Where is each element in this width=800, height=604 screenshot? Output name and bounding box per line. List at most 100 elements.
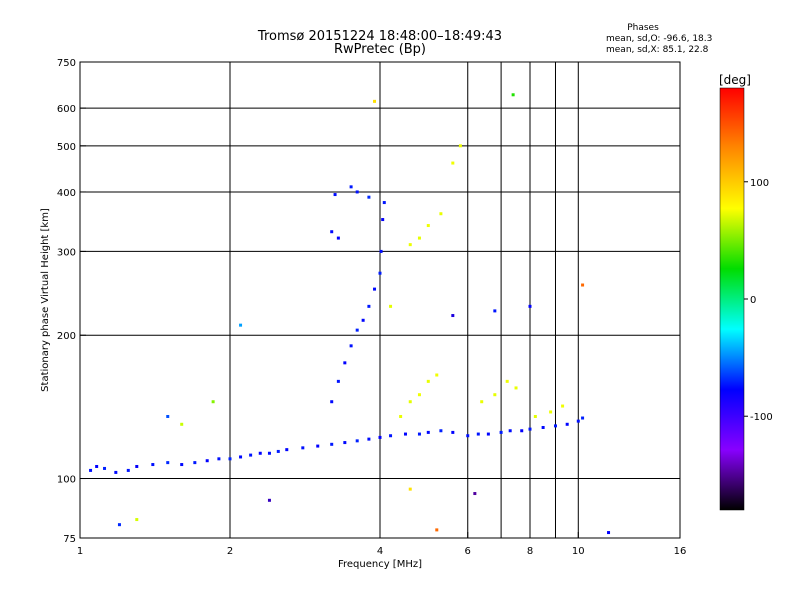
chart-title: Tromsø 20151224 18:48:00–18:49:43 [257,29,502,44]
data-point [301,446,305,450]
data-point [607,531,611,535]
data-point [382,201,386,205]
data-point [285,448,289,452]
data-point [499,430,503,434]
data-point [355,328,359,332]
data-point [505,379,509,383]
data-point [333,193,337,197]
data-point [493,393,497,397]
data-point [408,487,412,491]
data-point [426,224,430,228]
data-point [117,523,121,527]
data-point [367,437,371,441]
data-point [417,432,421,436]
data-point [135,518,139,522]
y-tick-label: 200 [57,331,76,342]
data-point [135,464,139,468]
data-point [581,283,585,287]
data-point [258,451,262,455]
data-point [343,361,347,365]
data-point [355,190,359,194]
data-point [417,393,421,397]
data-point [473,492,477,496]
data-point [367,304,371,308]
phase-legend-header: Phases [627,23,659,33]
data-point [276,449,280,453]
data-point [435,373,439,377]
data-point [349,185,353,189]
data-point [553,424,557,428]
x-tick-label: 4 [377,546,383,557]
data-point [466,434,470,438]
phase-legend-x: mean, sd,X: 85.1, 22.8 [606,45,709,55]
data-point [367,195,371,199]
colorbar-ticks: 100 0 -100 [744,178,773,423]
data-point [249,453,253,457]
data-point [379,249,383,253]
data-point [514,386,518,390]
data-point [493,309,497,313]
x-tick-label: 16 [674,546,687,557]
data-point [373,287,377,291]
colorbar-tick-label: 100 [750,178,769,189]
data-point [486,432,490,436]
data-point [520,429,524,433]
data-point [267,451,271,455]
x-tick-label: 8 [527,546,533,557]
data-point [389,434,393,438]
y-axis-label: Stationary phase Virtual Height [km] [40,208,51,392]
colorbar-tick-label: -100 [750,412,773,423]
data-point [435,528,439,532]
axis-ticks: 1 2 4 6 8 10 16 75 100 200 300 400 500 600 750 [57,58,686,557]
y-tick-label: 600 [57,104,76,115]
data-point [205,459,209,463]
data-point [180,422,184,426]
y-tick-label: 300 [57,247,76,258]
data-point [581,416,585,420]
data-point [480,400,484,404]
data-point [378,435,382,439]
data-point [528,304,532,308]
grid-lines [80,62,680,538]
data-point [549,410,553,414]
x-tick-label: 2 [227,546,233,557]
x-tick-label: 1 [77,546,83,557]
data-point [126,468,130,472]
data-point [336,236,340,240]
data-point [408,243,412,247]
data-point [381,218,385,222]
data-point [565,422,569,426]
colorbar [719,87,745,511]
data-point [267,498,271,502]
data-point [533,414,537,418]
data-point [103,466,107,470]
data-point [373,99,377,103]
data-point [330,442,334,446]
data-point [193,461,197,465]
colorbar-tick-label: 0 [750,295,756,306]
data-point [343,441,347,445]
x-tick-label: 10 [572,546,585,557]
data-point [211,400,215,404]
data-point [336,379,340,383]
data-point [417,236,421,240]
data-point [166,414,170,418]
phase-legend-o: mean, sd,O: -96.6, 18.3 [606,34,712,44]
data-point [378,271,382,275]
data-point [561,404,565,408]
data-point [426,430,430,434]
data-point [426,379,430,383]
data-point [355,439,359,443]
data-point [403,432,407,436]
data-point [439,212,443,216]
colorbar-label: [deg] [719,73,751,87]
x-tick-label: 6 [465,546,471,557]
data-point [89,468,93,472]
data-point [330,230,334,234]
data-point [451,314,455,318]
chart-subtitle: RwPretec (Bp) [334,42,426,57]
data-point [511,93,515,97]
y-tick-label: 100 [57,475,76,486]
